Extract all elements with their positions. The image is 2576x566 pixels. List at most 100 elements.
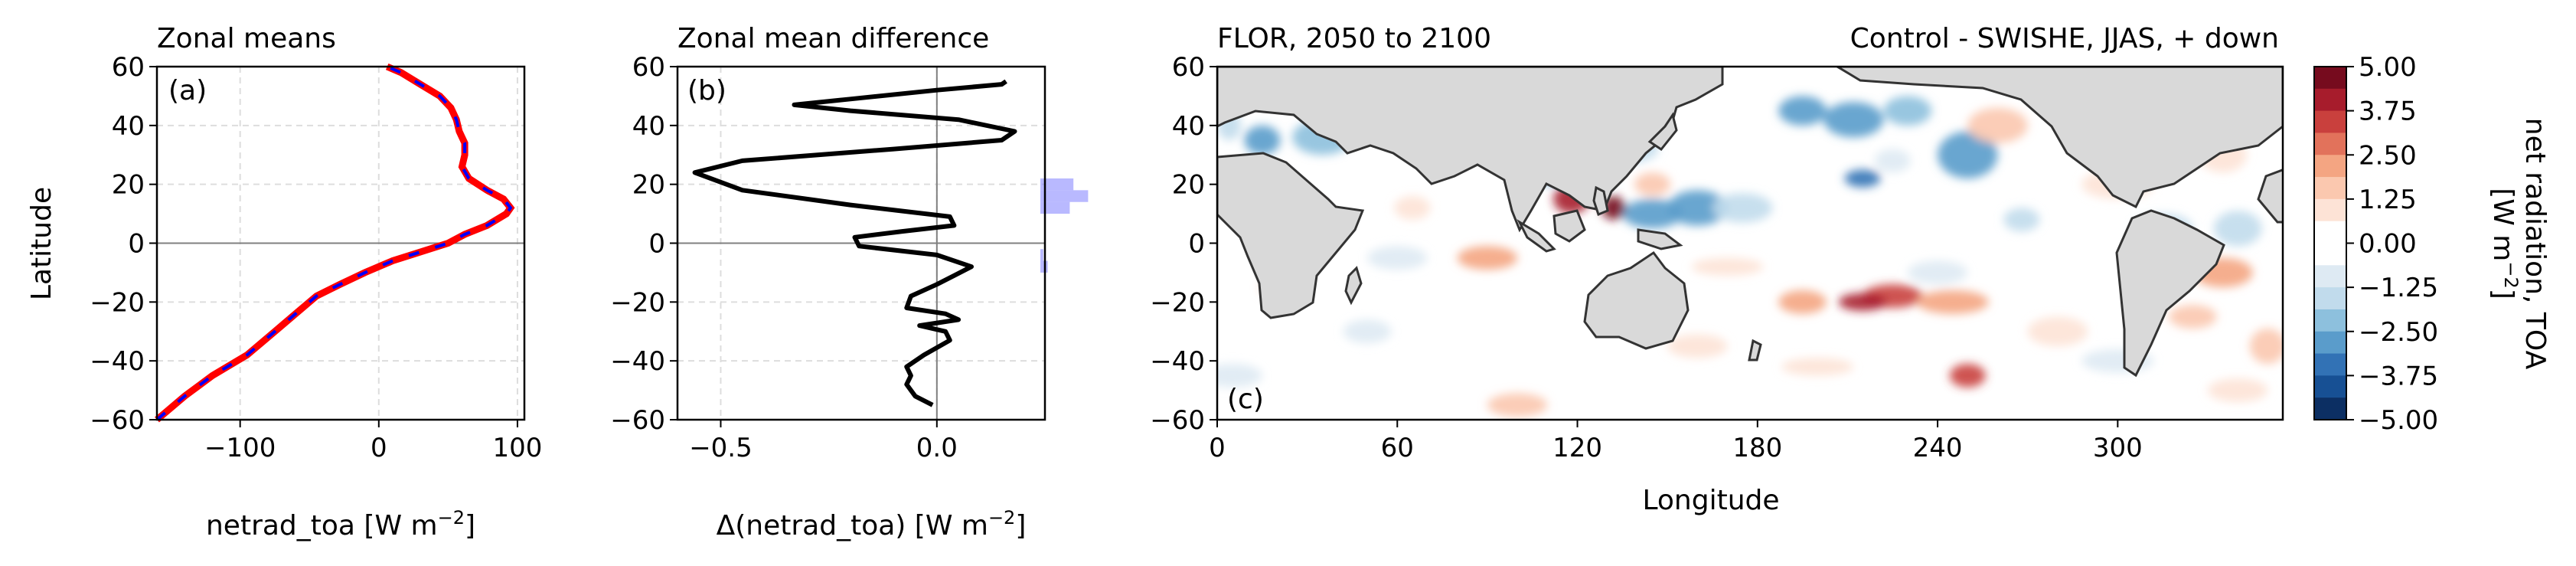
panel-b-x-label-end: ] [1015, 510, 1026, 541]
colorbar-cell [2314, 177, 2346, 200]
colorbar-cell [2314, 110, 2346, 133]
a-y-tick-label: −20 [90, 287, 145, 318]
continent-south-america [2115, 209, 2225, 378]
panel-b-histogram-bar [1040, 178, 1074, 191]
panel-c-x-ticks: 0 60 120 180 240 300 [1209, 420, 2143, 463]
panel-b-histogram-bar [1040, 201, 1070, 214]
map-anomaly-blob [1244, 125, 1281, 155]
panel-a-y-label: Latitude [26, 187, 57, 300]
a-x-tick-label: 0 [371, 433, 387, 463]
map-anomaly-blob [1343, 319, 1392, 344]
map-anomaly-blob [2027, 316, 2088, 346]
panel-b: Zonal mean difference −0.5 0.0 −60 −40 −20 0… [610, 23, 1089, 541]
colorbar-cells [2314, 67, 2346, 420]
map-anomaly-blob [1916, 290, 1989, 314]
panel-b-histogram-bar [1040, 190, 1089, 202]
map-anomaly-blob [1667, 190, 1728, 226]
panel-c-x-label: Longitude [1642, 485, 1779, 516]
colorbar-tick-label: 1.25 [2359, 185, 2417, 215]
c-y-tick-label: −20 [1150, 287, 1205, 318]
island-sumatra [1517, 219, 1556, 253]
colorbar-tick-label: −1.25 [2359, 273, 2438, 303]
colorbar-cell [2314, 309, 2346, 332]
map-anomaly-blob [2207, 378, 2268, 402]
a-y-tick-label: 60 [112, 52, 145, 83]
panel-b-series [692, 79, 1017, 407]
a-y-tick-label: −40 [90, 346, 145, 377]
panel-b-title: Zonal mean difference [677, 23, 989, 54]
panel-a-title: Zonal means [157, 23, 336, 54]
panel-c-label: (c) [1227, 384, 1264, 415]
island-philippines [1592, 185, 1609, 217]
colorbar-cell [2314, 133, 2346, 155]
colorbar-tick-label: 0.00 [2359, 229, 2417, 260]
island-borneo [1552, 209, 1586, 243]
c-y-tick-label: 60 [1172, 52, 1205, 83]
colorbar-units-main: [W m [2487, 188, 2519, 261]
panel-b-x-label-main: Δ(netrad_toa) [W m [717, 510, 988, 541]
a-y-tick-label: 40 [112, 111, 145, 142]
c-x-tick-label: 0 [1209, 433, 1226, 463]
map-anomaly-blob [1367, 246, 1428, 270]
continent-africa-west [2257, 168, 2283, 224]
colorbar-cell [2314, 88, 2346, 112]
continent-africa [1217, 152, 1365, 319]
panel-c-y-ticks: −60 −40 −20 0 20 40 60 [1150, 52, 1217, 436]
panel-b-histogram [1040, 178, 1089, 273]
continent-north-america [1835, 67, 2283, 209]
c-y-tick-label: 0 [1188, 229, 1205, 260]
panel-a: Zonal means −100 0 100 −60 −40 −20 0 20 40 60 (a… [26, 23, 542, 541]
panel-b-x-label: Δ(netrad_toa) [W m−2] [717, 507, 1027, 541]
colorbar-label: net radiation, TOA [2519, 118, 2551, 370]
panel-a-series [155, 63, 515, 423]
c-x-tick-label: 60 [1381, 433, 1414, 463]
colorbar-tick-label: −5.00 [2359, 405, 2438, 436]
panel-a-x-ticks: −100 0 100 [204, 420, 542, 463]
c-x-tick-label: 180 [1732, 433, 1782, 463]
colorbar-cell [2314, 155, 2346, 178]
map-anomaly-blob [2213, 211, 2262, 247]
map-anomaly-blob [2249, 328, 2283, 365]
map-anomaly-blob [1457, 246, 1518, 270]
panel-a-x-label-end: ] [465, 510, 475, 541]
colorbar-cell [2314, 243, 2346, 266]
a-y-tick-label: 20 [112, 170, 145, 201]
map-anomaly-blob [1949, 364, 1986, 388]
b-x-tick-label: −0.5 [689, 433, 753, 463]
colorbar-cell [2314, 375, 2346, 398]
b-y-tick-label: −40 [610, 346, 665, 377]
panel-a-x-label-sup: −2 [438, 507, 465, 528]
map-anomaly-blob [1487, 393, 1548, 417]
colorbar-tick-label: −2.50 [2359, 317, 2438, 348]
c-y-tick-label: 20 [1172, 170, 1205, 201]
panel-b-series-line-0 [692, 79, 1017, 407]
map-anomaly-blob [1883, 96, 1932, 126]
colorbar-cell [2314, 198, 2346, 222]
panel-a-x-label: netrad_toa [W m−2] [206, 507, 475, 541]
colorbar-tick-label: 2.50 [2359, 140, 2417, 171]
b-y-tick-label: −60 [610, 405, 665, 436]
colorbar: 5.00 3.75 2.50 1.25 0.00 −1.25 −2.50 −3.75 −5.00… [2313, 52, 2551, 436]
panel-a-y-ticks: −60 −40 −20 0 20 40 60 [90, 52, 157, 436]
map-anomaly-blob [1217, 364, 1262, 388]
map-anomaly-blob [1778, 96, 1827, 126]
b-y-tick-label: 60 [632, 52, 665, 83]
map-anomaly-blob [1781, 358, 1854, 376]
panel-b-x-label-sup: −2 [988, 507, 1015, 528]
map-anomaly-blob [1622, 198, 1683, 229]
c-x-tick-label: 240 [1913, 433, 1963, 463]
panel-b-label: (b) [687, 75, 726, 106]
colorbar-cell [2314, 265, 2346, 288]
colorbar-units: [W m−2] [2487, 188, 2522, 299]
a-y-tick-label: 0 [128, 229, 145, 260]
colorbar-ticks: 5.00 3.75 2.50 1.25 0.00 −1.25 −2.50 −3.75 −5.00 [2346, 52, 2438, 436]
island-newguinea [1637, 228, 1683, 250]
b-y-tick-label: 0 [648, 229, 665, 260]
colorbar-cell [2314, 287, 2346, 310]
a-x-tick-label: 100 [492, 433, 542, 463]
map-anomaly-blob [1938, 131, 1998, 178]
island-madagascar [1344, 266, 1363, 306]
panel-a-series-line-1 [155, 65, 513, 421]
a-x-tick-label: −100 [204, 433, 276, 463]
